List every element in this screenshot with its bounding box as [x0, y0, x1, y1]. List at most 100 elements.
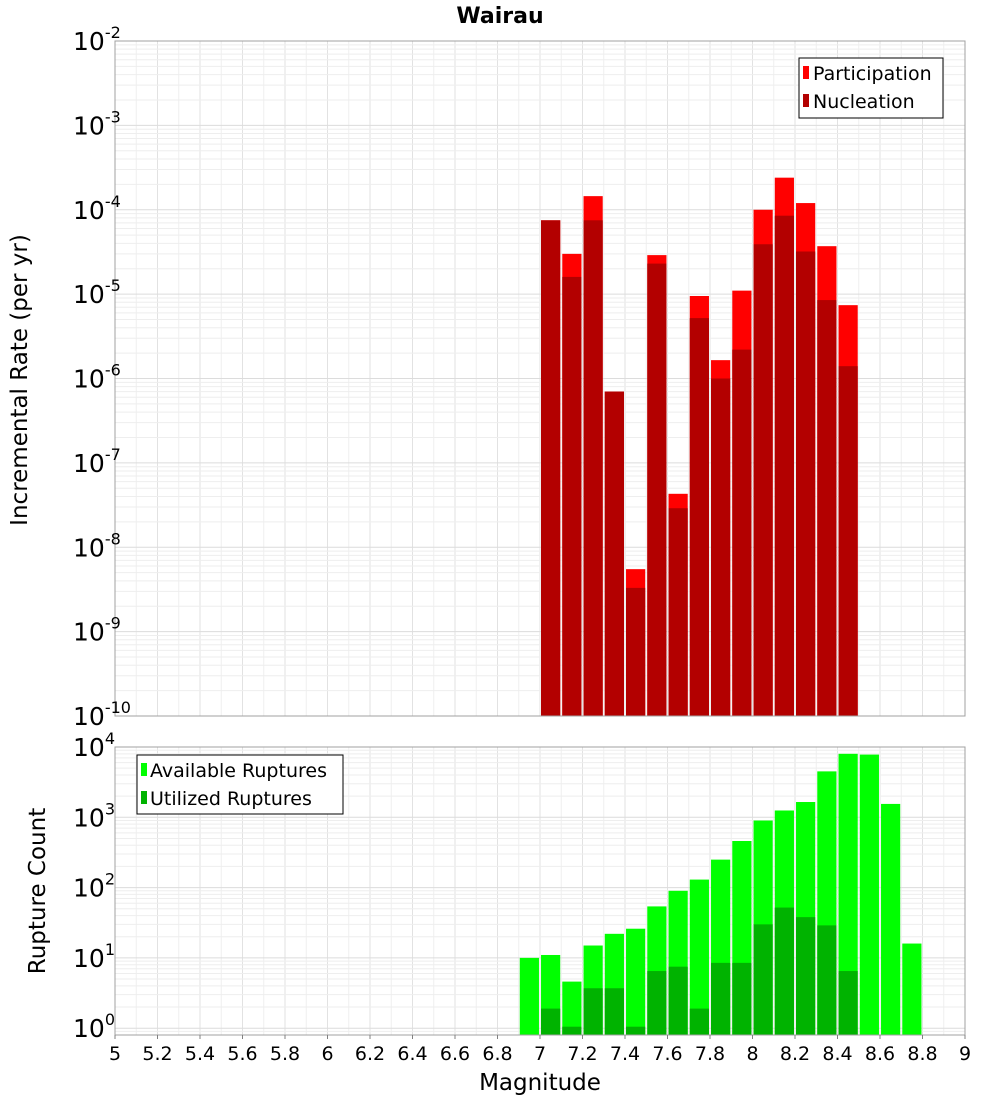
x-tick-label: 6.8 — [482, 1043, 512, 1065]
bar-available-ruptures — [519, 957, 539, 1035]
rate-y-tick-label: 10-3 — [73, 107, 121, 140]
x-tick-label: 6 — [321, 1043, 333, 1065]
bar-nucleation — [562, 276, 582, 716]
x-tick-label: 8.8 — [907, 1043, 937, 1065]
x-tick-label: 8.4 — [822, 1043, 852, 1065]
bar-nucleation — [774, 215, 794, 717]
bar-utilized-ruptures — [583, 988, 603, 1035]
bar-nucleation — [668, 508, 688, 716]
x-tick-label: 5.4 — [185, 1043, 215, 1065]
rate-y-ticks: 10-10 10-9 10-8 10-7 10-6 10-5 10-4 10-3 10-2 — [73, 23, 131, 731]
x-tick-label: 7.2 — [567, 1043, 597, 1065]
bar-utilized-ruptures — [732, 962, 752, 1035]
count-legend-box — [136, 754, 344, 815]
legend-label-utilized: Utilized Ruptures — [150, 788, 312, 810]
bar-available-ruptures — [626, 928, 646, 1035]
x-tick-label: 6.6 — [440, 1043, 470, 1065]
bar-nucleation — [753, 244, 773, 717]
bar-available-ruptures — [859, 754, 879, 1035]
count-y-tick-label: 101 — [73, 940, 115, 973]
count-legend: Available Ruptures Utilized Ruptures — [136, 754, 344, 815]
bar-nucleation — [541, 220, 561, 717]
rate-y-tick-label: 10-2 — [73, 23, 121, 56]
bar-available-ruptures — [902, 943, 922, 1035]
bar-utilized-ruptures — [562, 1026, 582, 1035]
rate-legend: Participation Nucleation — [798, 57, 944, 119]
x-tick-label: 8 — [746, 1043, 758, 1065]
x-tick-label: 9 — [959, 1043, 971, 1065]
legend-label-available: Available Ruptures — [150, 760, 327, 782]
bar-available-ruptures — [689, 879, 709, 1035]
x-tick-label: 7 — [534, 1043, 546, 1065]
bar-nucleation — [583, 220, 603, 717]
bar-utilized-ruptures — [668, 966, 688, 1035]
rate-bars — [541, 177, 858, 717]
rate-y-tick-label: 10-5 — [73, 276, 121, 309]
rate-panel: 10-10 10-9 10-8 10-7 10-6 10-5 10-4 10-3 10-2 In… — [7, 23, 966, 731]
legend-swatch-utilized — [141, 791, 147, 804]
bar-utilized-ruptures — [541, 1008, 561, 1035]
count-panel: 100 101 102 103 104 Rupture Count Available … — [25, 729, 971, 1096]
x-tick-label: 5 — [109, 1043, 121, 1065]
x-tick-label: 5.2 — [142, 1043, 172, 1065]
bar-nucleation — [604, 391, 624, 716]
rate-legend-box — [798, 57, 944, 119]
bar-nucleation — [647, 263, 667, 716]
bar-available-ruptures — [838, 753, 858, 1035]
bar-utilized-ruptures — [838, 971, 858, 1035]
bar-utilized-ruptures — [817, 925, 837, 1035]
count-y-ticks: 100 101 102 103 104 — [73, 729, 115, 1043]
legend-swatch-available — [141, 763, 147, 776]
x-tick-label: 7.6 — [652, 1043, 682, 1065]
count-y-axis-label: Rupture Count — [25, 808, 51, 974]
bar-utilized-ruptures — [753, 924, 773, 1035]
rate-y-tick-label: 10-6 — [73, 361, 121, 394]
rate-plot-border — [114, 40, 966, 717]
rate-y-tick-label: 10-8 — [73, 529, 121, 562]
rate-y-axis-label: Incremental Rate (per yr) — [7, 234, 33, 526]
legend-label-participation: Participation — [813, 63, 932, 85]
x-axis-ticks: 5 5.2 5.4 5.6 5.8 6 6.2 6.4 6.6 6.8 7 7.2 7.4 7.6 7.8 8… — [109, 1035, 971, 1065]
bar-utilized-ruptures — [711, 962, 731, 1035]
bar-nucleation — [626, 587, 646, 716]
bar-utilized-ruptures — [604, 988, 624, 1035]
rate-y-tick-label: 10-7 — [73, 445, 121, 478]
bar-nucleation — [838, 366, 858, 716]
x-tick-label: 8.2 — [780, 1043, 810, 1065]
bar-nucleation — [732, 349, 752, 716]
count-y-tick-label: 104 — [73, 729, 115, 762]
count-y-tick-label: 102 — [73, 870, 115, 903]
legend-label-nucleation: Nucleation — [813, 91, 915, 113]
bar-utilized-ruptures — [774, 907, 794, 1035]
x-tick-label: 7.8 — [695, 1043, 725, 1065]
bar-nucleation — [711, 378, 731, 716]
legend-swatch-participation — [803, 66, 809, 79]
count-y-tick-label: 103 — [73, 799, 115, 832]
count-gridlines — [114, 746, 966, 1036]
chart-title: Wairau — [456, 4, 543, 29]
bar-nucleation — [796, 251, 816, 716]
rate-y-tick-label: 10-4 — [73, 192, 121, 225]
bar-utilized-ruptures — [689, 1008, 709, 1035]
rate-y-tick-label: 10-9 — [73, 614, 121, 647]
legend-swatch-nucleation — [803, 94, 809, 107]
bar-available-ruptures — [881, 803, 901, 1035]
bar-available-ruptures — [562, 981, 582, 1035]
bar-utilized-ruptures — [626, 1026, 646, 1035]
rate-gridlines — [114, 40, 966, 717]
bar-utilized-ruptures — [796, 917, 816, 1035]
x-tick-label: 7.4 — [610, 1043, 640, 1065]
count-y-tick-label: 100 — [73, 1010, 115, 1043]
x-axis-label: Magnitude — [479, 1070, 601, 1096]
x-tick-label: 6.4 — [397, 1043, 427, 1065]
bar-nucleation — [817, 300, 837, 716]
x-tick-label: 5.8 — [270, 1043, 300, 1065]
x-tick-label: 6.2 — [355, 1043, 385, 1065]
x-tick-label: 5.6 — [227, 1043, 257, 1065]
rate-y-tick-label: 10-10 — [73, 698, 131, 731]
x-tick-label: 8.6 — [865, 1043, 895, 1065]
count-bars — [519, 753, 922, 1035]
bar-nucleation — [689, 318, 709, 716]
bar-utilized-ruptures — [647, 971, 667, 1035]
